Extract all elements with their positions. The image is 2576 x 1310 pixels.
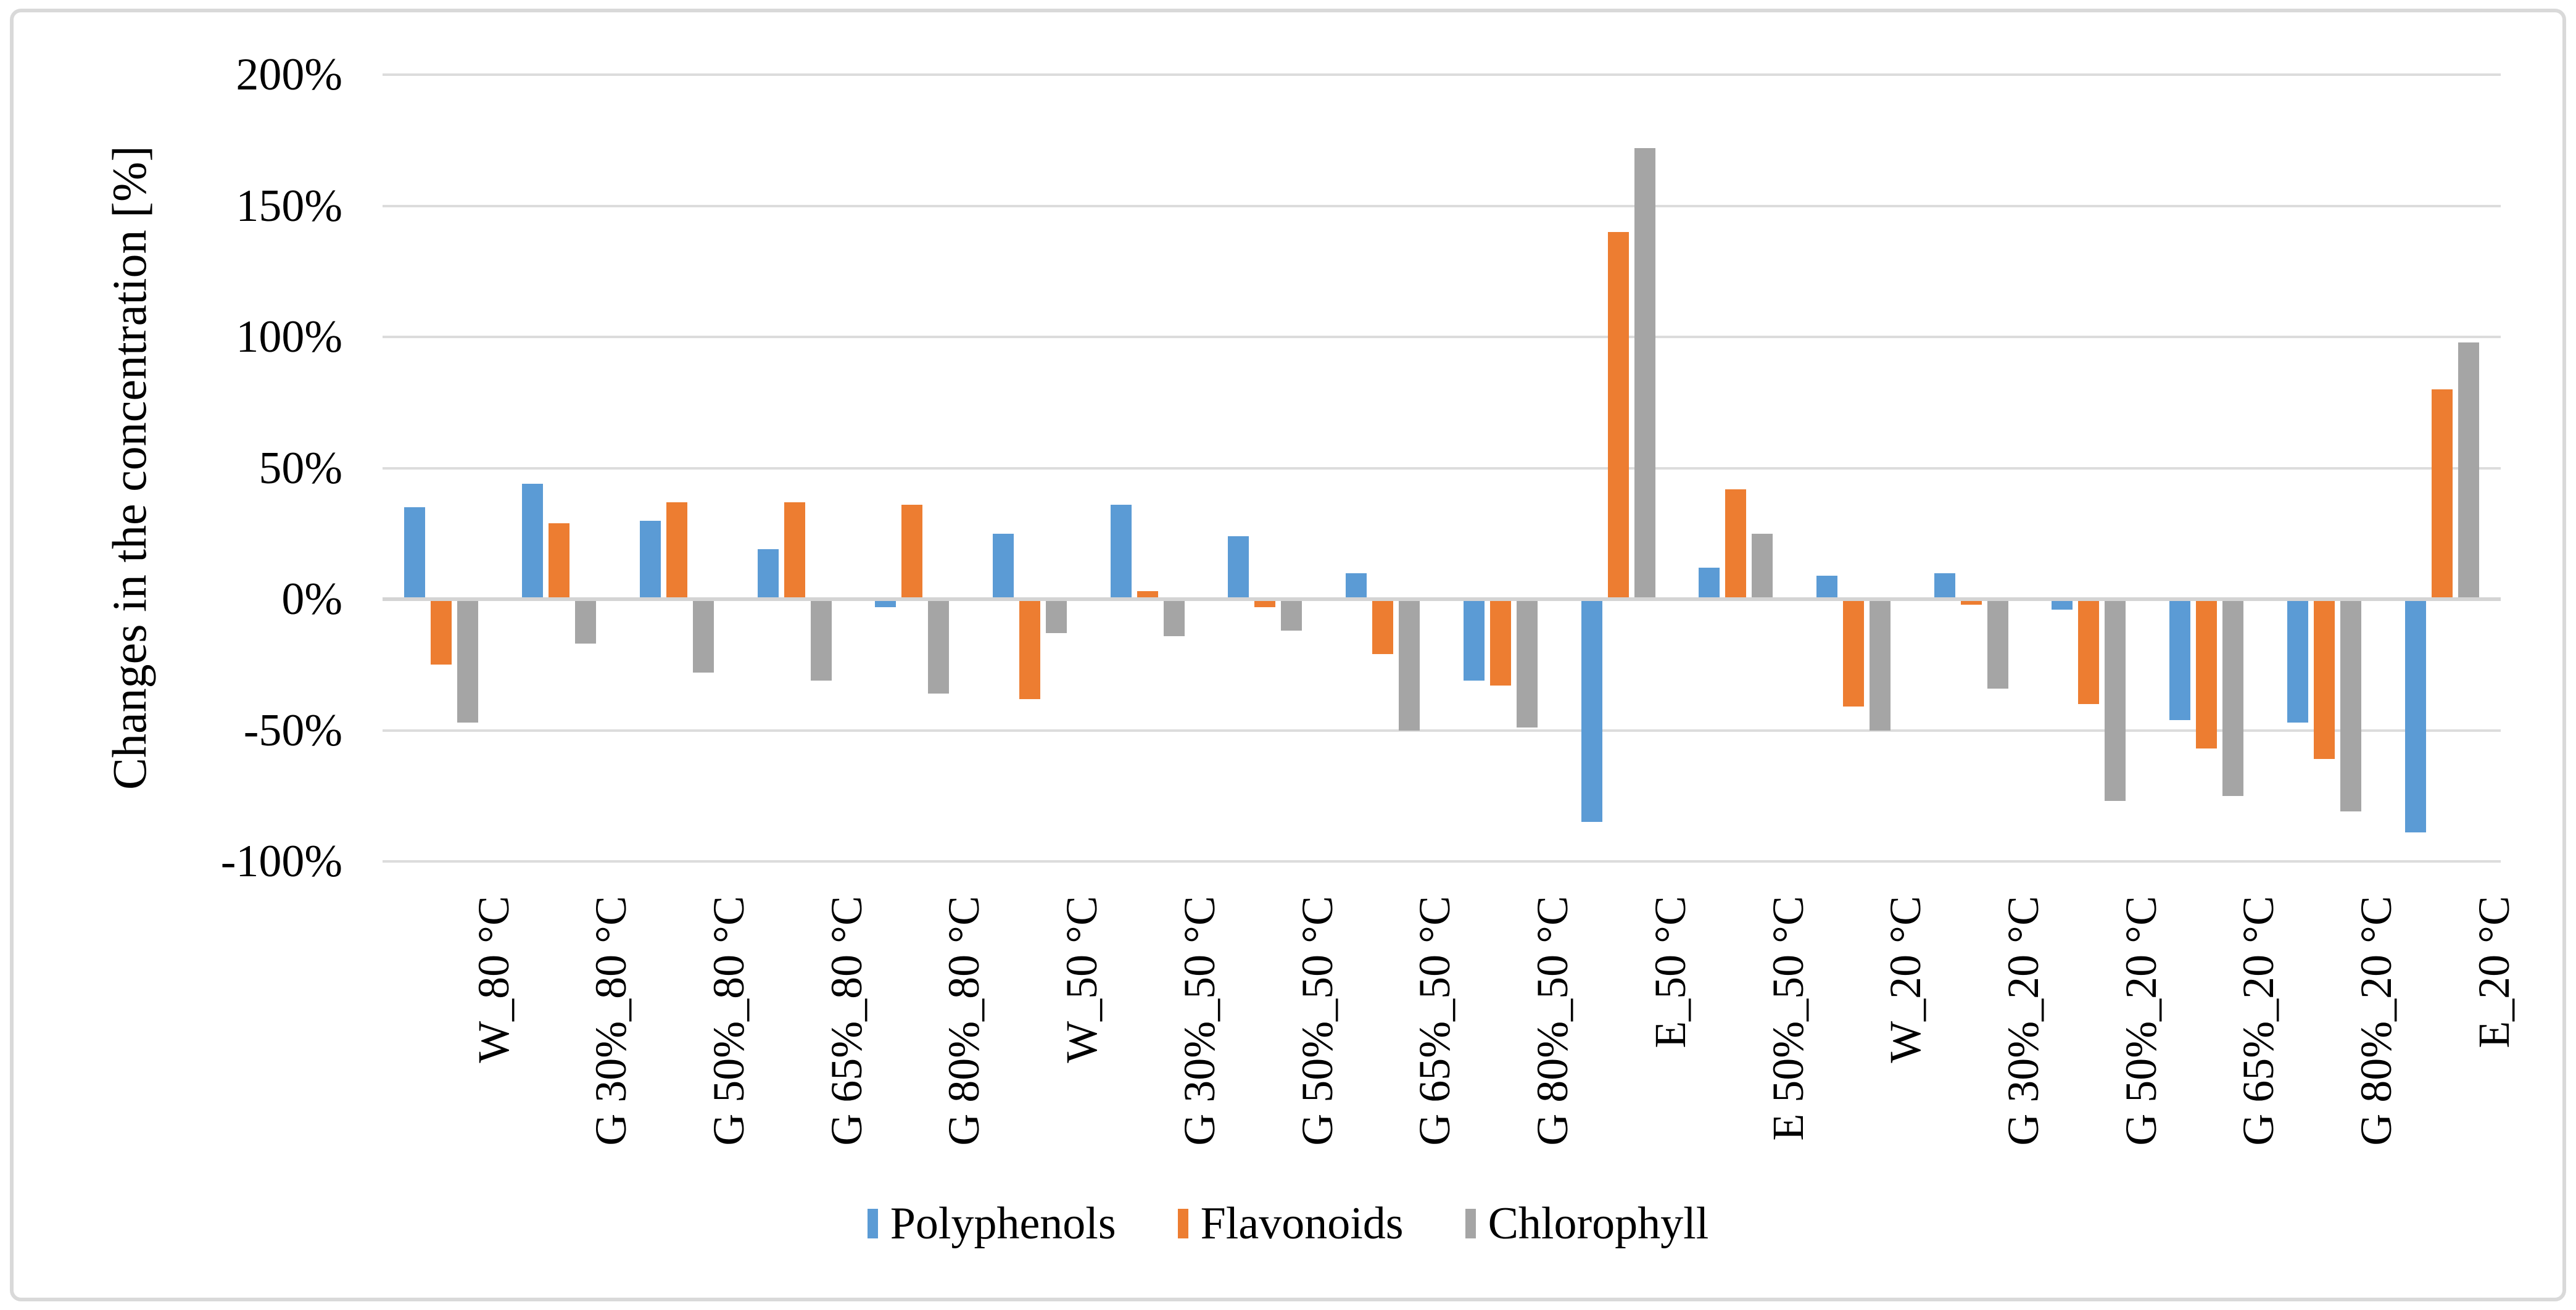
bar-polyphenols-17 [2287,599,2308,723]
x-axis-tick-label: G 80%_80 °C [939,896,989,1146]
bar-polyphenols-10 [1463,599,1485,681]
bar-flavonoids-4 [784,502,805,599]
x-axis-tick-label: G 80%_20 °C [2351,896,2401,1146]
bar-chlorophyll-15 [2105,599,2126,802]
x-axis-tick-label: G 50%_50 °C [1292,896,1342,1146]
bar-flavonoids-15 [2078,599,2100,704]
bar-polyphenols-11 [1581,599,1602,823]
bar-polyphenols-8 [1228,536,1249,599]
gridline-100 [383,336,2501,338]
bar-flavonoids-7 [1137,591,1158,599]
bar-chlorophyll-14 [1987,599,2008,689]
y-axis-tick-label: 50% [259,442,342,494]
bar-polyphenols-9 [1346,573,1367,599]
legend-label: Polyphenols [890,1198,1116,1249]
gridline-200 [383,73,2501,76]
bar-flavonoids-14 [1960,599,1982,605]
bar-polyphenols-18 [2404,599,2426,833]
bar-chlorophyll-11 [1634,148,1655,599]
gridline-50 [383,466,2501,470]
bar-chlorophyll-4 [810,599,832,681]
x-axis-tick-label: W_20 °C [1881,896,1931,1063]
bar-polyphenols-13 [1816,575,1838,599]
bar-chlorophyll-16 [2222,599,2244,796]
legend-swatch-chlorophyll [1465,1209,1476,1238]
legend-label: Flavonoids [1200,1198,1404,1249]
legend: Polyphenols Flavonoids Chlorophyll [0,1196,2576,1251]
zero-axis-line [383,597,2501,601]
bar-chlorophyll-1 [457,599,479,723]
bar-polyphenols-1 [404,507,426,599]
bar-chlorophyll-12 [1752,533,1773,599]
x-axis-tick-label: G 30%_50 °C [1174,896,1224,1146]
plot-area [383,73,2501,863]
bar-flavonoids-18 [2431,389,2453,599]
bar-polyphenols-5 [875,599,897,607]
x-axis-tick-label: G 65%_50 °C [1410,896,1460,1146]
y-axis-tick-label: 0% [281,574,342,624]
bar-polyphenols-16 [2169,599,2191,720]
bar-flavonoids-16 [2196,599,2218,749]
bar-flavonoids-8 [1254,599,1276,607]
legend-item-chlorophyll: Chlorophyll [1465,1196,1709,1251]
bar-polyphenols-2 [522,484,544,599]
bar-polyphenols-3 [639,520,661,599]
bar-polyphenols-4 [757,549,779,599]
bar-flavonoids-12 [1725,489,1747,599]
bar-flavonoids-2 [549,523,570,599]
y-axis-tick-label: 150% [236,180,342,231]
bar-chlorophyll-5 [928,599,950,694]
x-axis-tick-label: G 65%_20 °C [2234,896,2284,1146]
bar-chlorophyll-9 [1399,599,1420,731]
legend-item-flavonoids: Flavonoids [1177,1196,1404,1251]
x-axis-tick-label: E_20 °C [2469,896,2519,1048]
x-axis-tick-label: G 65%_80 °C [821,896,871,1146]
bar-chlorophyll-7 [1163,599,1185,636]
bar-polyphenols-7 [1110,505,1132,599]
y-axis-tick-label: 100% [236,312,342,362]
gridline-150 [383,204,2501,207]
bar-flavonoids-6 [1019,599,1040,699]
gridline--100 [383,860,2501,863]
bar-chlorophyll-3 [692,599,714,673]
gridline--50 [383,729,2501,732]
bar-flavonoids-17 [2313,599,2335,760]
bar-flavonoids-3 [666,502,687,599]
bar-flavonoids-13 [1843,599,1865,707]
y-axis-tick-label: -100% [220,836,342,887]
bar-flavonoids-5 [901,505,923,599]
x-axis-tick-label: E 50%_50 °C [1763,896,1813,1141]
legend-swatch-flavonoids [1177,1209,1188,1238]
bar-flavonoids-9 [1372,599,1394,655]
x-axis-tick-label: E_50 °C [1645,896,1695,1048]
x-axis-tick-label: W_50 °C [1056,896,1106,1063]
bar-polyphenols-12 [1699,568,1720,599]
bar-polyphenols-6 [992,533,1014,599]
bar-polyphenols-14 [1934,573,1955,599]
legend-swatch-polyphenols [867,1209,878,1238]
legend-label: Chlorophyll [1488,1198,1709,1249]
x-axis-tick-label: G 80%_50 °C [1527,896,1577,1146]
bar-chlorophyll-10 [1516,599,1538,728]
x-axis-tick-label: G 50%_80 °C [703,896,753,1146]
x-axis-tick-label: G 30%_80 °C [586,896,636,1146]
bar-chlorophyll-17 [2340,599,2361,812]
bar-polyphenols-15 [2052,599,2073,610]
legend-item-polyphenols: Polyphenols [867,1196,1116,1251]
bar-chlorophyll-18 [2458,342,2479,599]
y-axis-tick-label: 200% [236,49,342,100]
y-axis-tick-label: -50% [243,705,342,756]
bar-flavonoids-10 [1489,599,1511,686]
bar-chlorophyll-13 [1870,599,1891,731]
bar-flavonoids-1 [431,599,452,665]
bar-chlorophyll-8 [1281,599,1302,631]
bar-flavonoids-11 [1607,232,1629,599]
x-axis-tick-label: G 30%_20 °C [1998,896,2048,1146]
bar-chlorophyll-2 [575,599,597,644]
x-axis-tick-label: G 50%_20 °C [2116,896,2166,1146]
x-axis-tick-label: W_80 °C [468,896,518,1063]
bar-chlorophyll-6 [1045,599,1067,634]
